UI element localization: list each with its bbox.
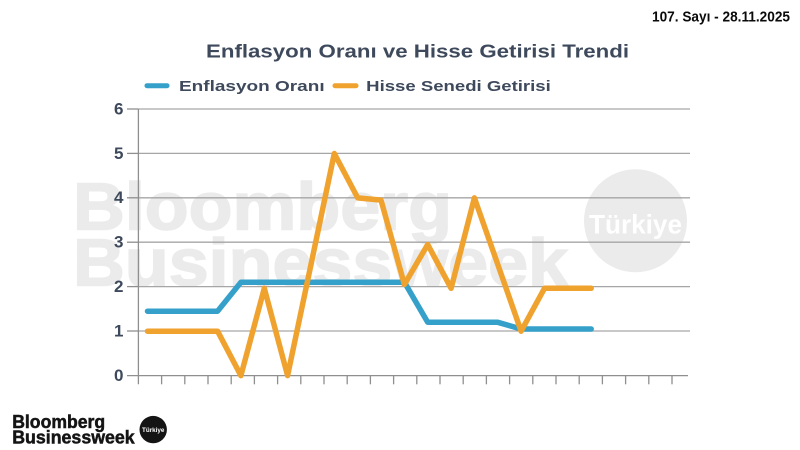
svg-text:Businessweek: Businessweek [12, 427, 135, 447]
svg-text:6: 6 [114, 99, 123, 118]
svg-text:1: 1 [114, 321, 123, 340]
svg-text:3: 3 [114, 233, 123, 252]
svg-text:4: 4 [114, 188, 124, 207]
svg-text:Enflasyon Oranı ve Hisse Getir: Enflasyon Oranı ve Hisse Getirisi Trendi [206, 42, 629, 62]
svg-text:Enflasyon Oranı: Enflasyon Oranı [179, 78, 325, 95]
svg-text:Bloomberg: Bloomberg [12, 412, 105, 432]
svg-text:0: 0 [114, 366, 123, 385]
svg-text:Hisse Senedi Getirisi: Hisse Senedi Getirisi [366, 78, 551, 95]
svg-text:Türkiye: Türkiye [142, 427, 165, 434]
svg-text:2: 2 [114, 277, 123, 296]
svg-text:107. Sayı - 28.11.2025: 107. Sayı - 28.11.2025 [652, 10, 790, 26]
svg-text:5: 5 [114, 144, 123, 163]
svg-text:Türkiye: Türkiye [589, 210, 682, 240]
